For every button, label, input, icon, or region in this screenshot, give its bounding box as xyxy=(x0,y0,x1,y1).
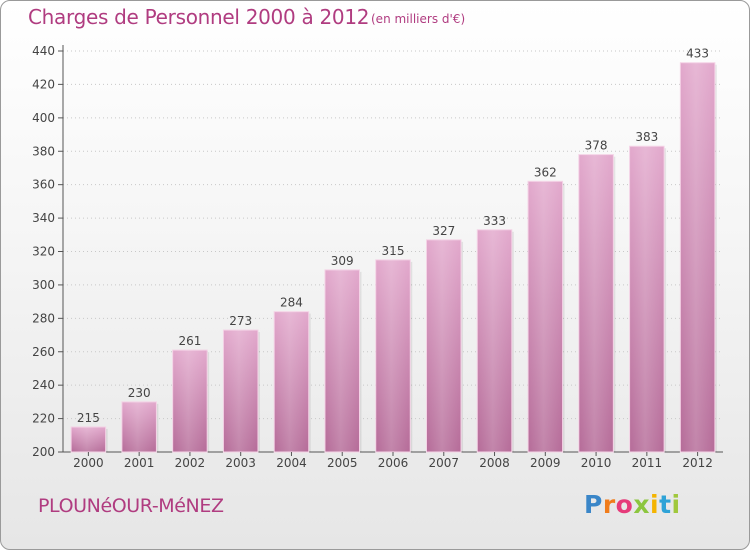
logo-letter: x xyxy=(633,490,650,519)
y-tick-label: 340 xyxy=(32,211,55,225)
x-tick-label: 2009 xyxy=(530,456,561,470)
x-tick-label: 2000 xyxy=(73,456,104,470)
chart-title: Charges de Personnel 2000 à 2012 xyxy=(28,5,370,29)
bar-highlight xyxy=(274,311,309,452)
y-tick-label: 280 xyxy=(32,311,55,325)
data-label: 327 xyxy=(432,224,455,238)
bar-highlight xyxy=(223,330,258,452)
x-tick-label: 2006 xyxy=(378,456,409,470)
x-tick-label: 2010 xyxy=(581,456,612,470)
bar-highlight xyxy=(528,181,563,452)
y-tick-label: 300 xyxy=(32,278,55,292)
logo-letter: i xyxy=(650,490,660,519)
bar-highlight xyxy=(578,154,614,452)
bar-highlight xyxy=(426,239,462,452)
bar-highlight xyxy=(71,426,106,452)
data-label: 433 xyxy=(686,47,709,61)
bar-highlight xyxy=(121,401,157,452)
bar-highlight xyxy=(324,269,360,452)
x-tick-label: 2011 xyxy=(632,456,663,470)
y-tick-label: 220 xyxy=(32,412,55,426)
bar-highlight xyxy=(680,62,715,453)
data-label: 383 xyxy=(635,130,658,144)
y-tick-label: 240 xyxy=(32,378,55,392)
y-tick-label: 260 xyxy=(32,345,55,359)
data-label: 230 xyxy=(128,386,151,400)
chart-unit-note: (en milliers d'€) xyxy=(371,12,466,26)
y-tick-label: 440 xyxy=(32,44,55,58)
x-tick-label: 2004 xyxy=(276,456,307,470)
data-label: 333 xyxy=(483,214,506,228)
bar-highlight xyxy=(375,259,411,452)
bar-highlight xyxy=(172,350,208,452)
x-tick-label: 2003 xyxy=(225,456,256,470)
logo-letter: t xyxy=(659,490,672,519)
x-tick-label: 2008 xyxy=(479,456,510,470)
data-label: 261 xyxy=(178,334,201,348)
logo-letter: i xyxy=(671,490,681,519)
y-tick-label: 200 xyxy=(32,445,55,459)
logo-letter: o xyxy=(615,490,634,519)
bar-highlight xyxy=(629,146,665,453)
data-label: 378 xyxy=(585,139,608,153)
logo-letter: P xyxy=(584,490,603,519)
y-tick-label: 420 xyxy=(32,77,55,91)
data-label: 273 xyxy=(229,314,252,328)
data-label: 315 xyxy=(382,244,405,258)
proxiti-logo: Proxiti xyxy=(584,490,681,519)
y-tick-label: 400 xyxy=(32,111,55,125)
y-tick-label: 380 xyxy=(32,144,55,158)
data-label: 215 xyxy=(77,411,100,425)
x-tick-label: 2001 xyxy=(124,456,155,470)
x-tick-label: 2012 xyxy=(682,456,713,470)
y-tick-label: 320 xyxy=(32,245,55,259)
x-tick-label: 2002 xyxy=(175,456,206,470)
data-label: 284 xyxy=(280,296,303,310)
data-label: 309 xyxy=(331,254,354,268)
y-tick-label: 360 xyxy=(32,178,55,192)
data-label: 362 xyxy=(534,165,557,179)
bar-highlight xyxy=(477,229,512,452)
x-tick-label: 2007 xyxy=(428,456,459,470)
commune-name: PLOUNéOUR-MéNEZ xyxy=(38,495,224,517)
logo-letter: r xyxy=(602,490,616,519)
x-tick-label: 2005 xyxy=(327,456,358,470)
